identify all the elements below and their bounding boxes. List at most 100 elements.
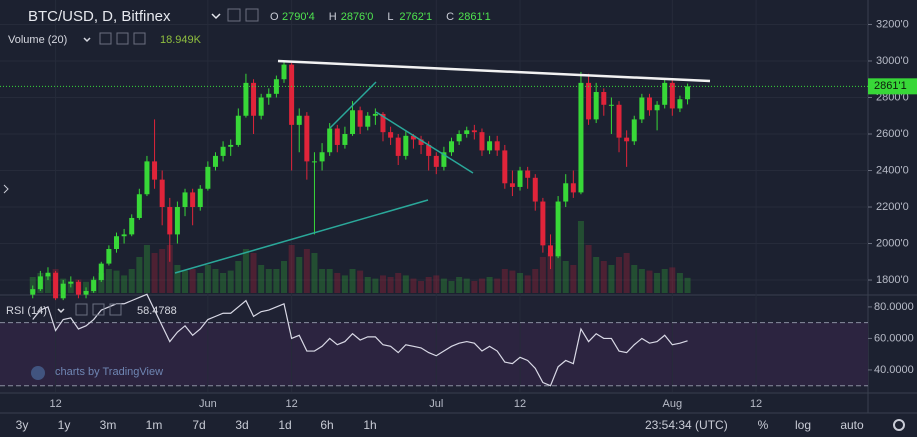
candle-body [525,170,531,178]
range-button[interactable]: 6h [320,418,333,432]
candle-body [456,133,462,142]
volume-bar [669,267,676,293]
volume-bar [379,275,386,293]
x-tick-label: Jun [199,398,217,410]
candle-body [669,82,675,109]
range-button[interactable]: 7d [192,418,205,432]
y-tick-label: 2000'0 [876,237,909,249]
candle-body [205,166,211,189]
range-button[interactable]: 1y [58,418,71,432]
settings-icon[interactable] [227,8,241,22]
volume-bar [577,221,584,293]
candle-body [144,161,150,195]
candle-body [662,82,668,105]
volume-bar [631,265,638,293]
volume-bar [486,277,493,293]
candle-body [494,141,500,151]
scale-option[interactable]: % [758,418,769,432]
y-tick-label: 2800'0 [876,91,909,103]
volume-bar [136,257,143,293]
y-tick-label: 60.0000 [874,332,914,344]
scale-option[interactable]: auto [840,418,864,432]
candle-body [479,132,485,151]
candle-body [190,192,196,208]
volume-bar [242,249,249,293]
settings-gear[interactable] [893,419,905,431]
ohlc-value: 2876'0 [341,11,374,23]
scale-option[interactable]: log [795,418,811,432]
candle-body [372,113,378,116]
candle-body [509,183,515,187]
volume-bar [524,275,531,293]
range-button[interactable]: 3y [16,418,29,432]
y-tick-label: 80.0000 [874,301,914,313]
candle-body [631,119,637,142]
volume-bar [684,277,691,293]
volume-bar [463,278,470,293]
symbol-dropdown[interactable] [211,13,221,20]
candle-body [601,92,607,105]
candle-body [471,130,477,133]
candle-body [289,64,295,125]
watermark[interactable]: charts by TradingView [55,366,163,378]
volume-bar [174,265,181,293]
volume-bar [265,269,272,293]
range-button[interactable]: 3d [235,418,248,432]
symbol-title[interactable]: BTC/USD, D, Bitfinex [28,8,171,25]
x-tick-label: Jul [429,398,443,410]
volume-bar [395,273,402,293]
x-tick-label: 12 [514,398,526,410]
volume-icon[interactable] [133,32,146,45]
volume-icon[interactable] [99,32,112,45]
candle-body [311,161,317,163]
rsi-icon[interactable] [109,303,122,316]
candle-body [281,64,287,80]
scroll-left[interactable] [3,184,9,194]
volume-bar [220,273,227,293]
volume-bar [357,270,364,293]
volume-bar [471,281,478,293]
format-icon[interactable] [245,8,259,22]
trendline [174,199,429,274]
ohlc-value: 2762'1 [399,11,432,23]
volume-dropdown[interactable] [83,37,91,43]
rsi-icon[interactable] [92,303,105,316]
volume-icon[interactable] [116,32,129,45]
candle-body [106,249,112,264]
candle-body [677,99,683,109]
range-button[interactable]: 1h [363,418,376,432]
volume-bar [494,278,501,293]
candle-body [129,217,135,235]
volume-bar [387,277,394,293]
range-button[interactable]: 1m [146,418,163,432]
candle-body [37,276,43,290]
volume-bar [638,269,645,293]
candle-body [395,137,401,156]
volume-bar [44,275,51,293]
volume-bar [501,269,508,293]
volume-legend[interactable]: Volume (20) [8,34,67,46]
range-button[interactable]: 1d [278,418,291,432]
candle-body [532,177,538,202]
candle-body [685,86,691,100]
candle-body [228,144,234,147]
volume-bar [555,249,562,293]
candle-body [616,104,622,138]
volume-bar [440,278,447,293]
rsi-legend[interactable]: RSI (14) [6,305,47,317]
candle-body [608,104,614,106]
range-button[interactable]: 3m [100,418,117,432]
volume-bar [250,253,257,293]
volume-bar [227,270,234,293]
rsi-icon[interactable] [75,303,88,316]
volume-bar [204,265,211,293]
candle-body [433,155,439,167]
volume-bar [517,273,524,293]
rsi-dropdown[interactable] [57,308,65,314]
trendline [277,59,711,83]
volume-bar [258,265,265,293]
candle-body [357,110,363,127]
last-price-label: 2861'1 [874,80,907,92]
volume-bar [326,269,333,293]
last-price-box [868,78,917,95]
